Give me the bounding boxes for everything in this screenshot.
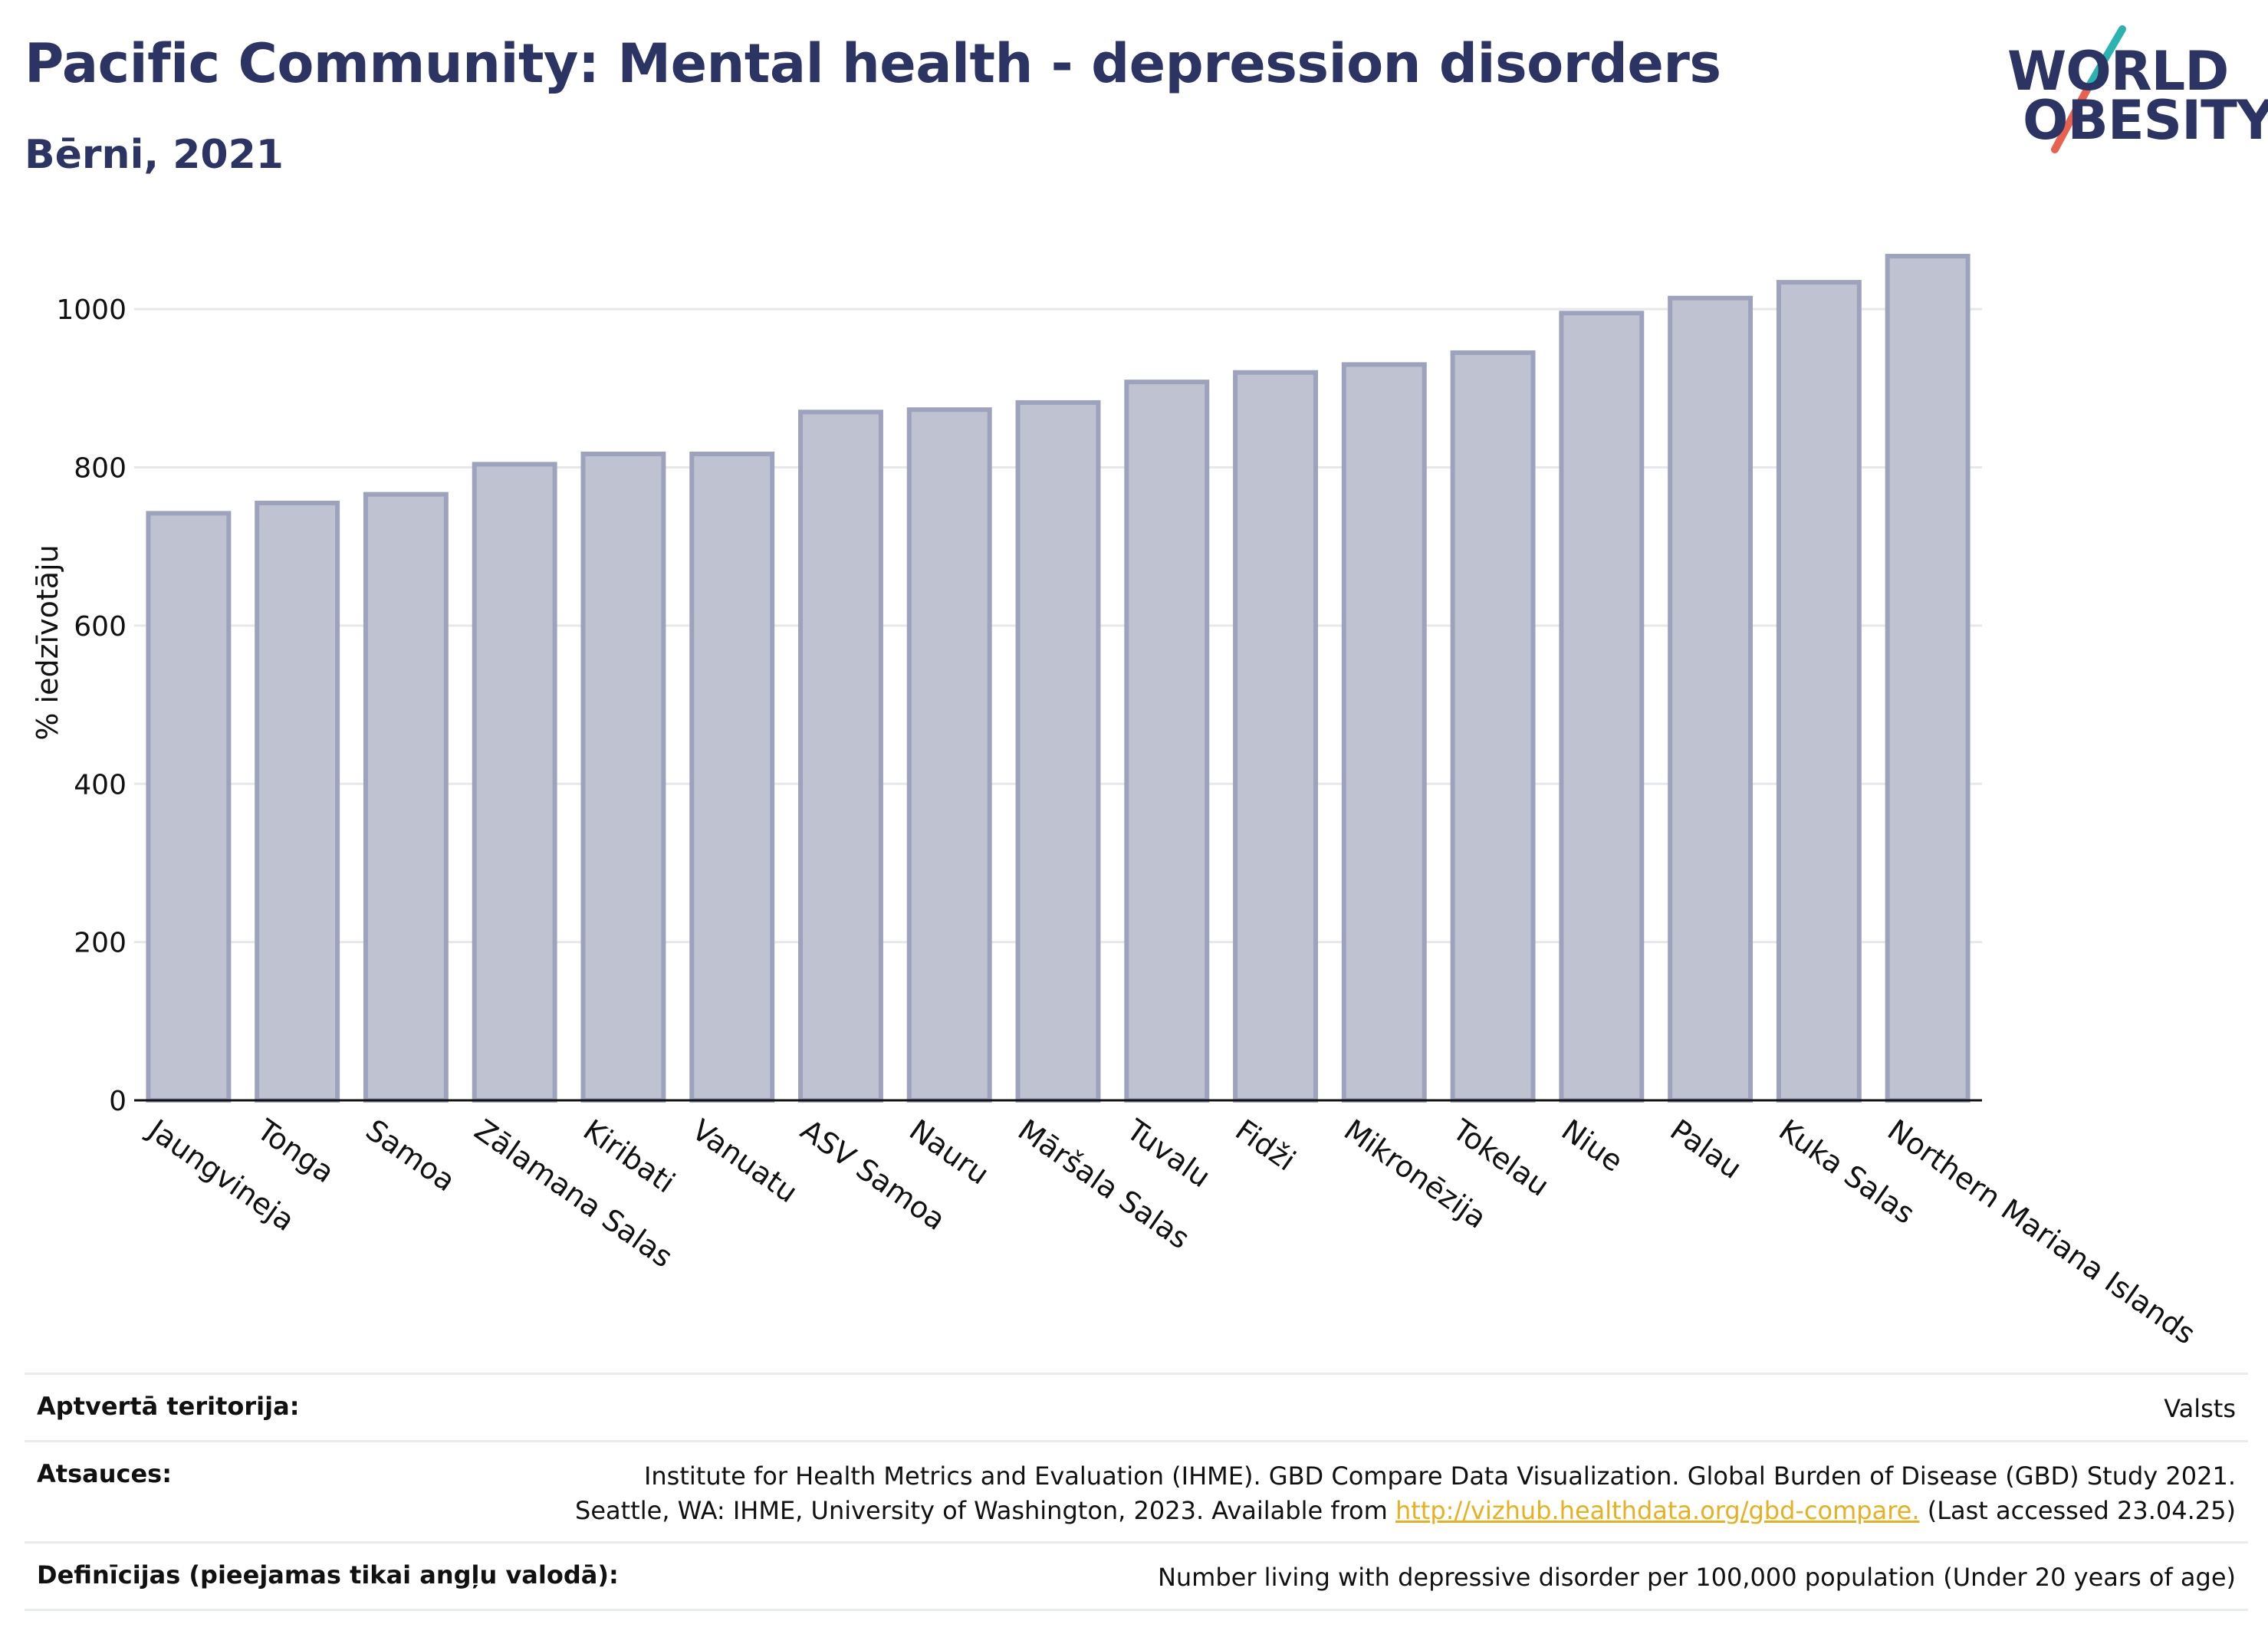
sources-line-1: Institute for Health Metrics and Evaluat… [643, 1461, 2236, 1491]
bar [1124, 380, 1210, 1103]
bar [906, 407, 992, 1103]
definitions-label: Definīcijas (pieejamas tikai angļu valod… [37, 1560, 619, 1590]
sources-accessed: (Last accessed 23.04.25) [1927, 1495, 2236, 1525]
bar [689, 452, 775, 1103]
bar [1776, 280, 1862, 1103]
sources-line-2: Seattle, WA: IHME, University of Washing… [575, 1495, 1388, 1525]
footer-row-coverage: Aptvertā teritorija: Valsts [25, 1373, 2248, 1440]
bar [1885, 254, 1971, 1103]
x-tick-label: Niue [1556, 1113, 1629, 1179]
bar [363, 492, 449, 1103]
sources-value: Institute for Health Metrics and Evaluat… [575, 1459, 2236, 1528]
bar [1668, 295, 1754, 1103]
y-tick-label: 600 [74, 611, 127, 643]
bar [1450, 350, 1536, 1103]
bar [1015, 399, 1101, 1103]
x-tick-label: Northern Mariana Islands [1882, 1113, 2201, 1351]
x-tick-label: Samoa [360, 1113, 462, 1198]
chart-title: Pacific Community: Mental health - depre… [25, 32, 1721, 95]
logo-slash-icon [2051, 25, 2126, 153]
chart-subtitle: Bērni, 2021 [25, 132, 284, 178]
y-tick-label: 1000 [56, 294, 127, 326]
bar [1559, 311, 1645, 1103]
bar [146, 511, 232, 1103]
definitions-value: Number living with depressive disorder p… [1157, 1563, 2236, 1593]
coverage-value: Valsts [2164, 1394, 2236, 1423]
logo-text-obesity: OBESITY [2023, 89, 2268, 152]
bar [580, 452, 666, 1103]
bar [798, 409, 883, 1103]
x-tick-label: Tonga [251, 1113, 340, 1190]
footer-table: Aptvertā teritorija: Valsts Atsauces: In… [25, 1373, 2248, 1612]
bars [146, 254, 1971, 1103]
y-tick-label: 800 [74, 453, 127, 485]
footer-row-sources: Atsauces: Institute for Health Metrics a… [25, 1439, 2248, 1542]
footer-row-definitions: Definīcijas (pieejamas tikai angļu valod… [25, 1541, 2248, 1612]
y-tick-label: 0 [109, 1086, 127, 1117]
x-tick-label: Fidži [1229, 1113, 1301, 1177]
bar [1341, 362, 1427, 1103]
y-axis-label: % iedzīvotāju [31, 544, 64, 740]
bar [472, 462, 557, 1103]
x-tick-label: Palau [1664, 1113, 1747, 1185]
x-tick-label: Vanuatu [686, 1113, 804, 1209]
sources-label: Atsauces: [37, 1458, 172, 1488]
bar [1233, 370, 1318, 1103]
bar [255, 500, 340, 1103]
sources-link[interactable]: http://vizhub.healthdata.org/gbd-compare… [1395, 1495, 1920, 1525]
logo-text-world: WORLD [2007, 40, 2229, 103]
y-tick-label: 200 [74, 928, 127, 959]
x-tick-label: Tuvalu [1120, 1113, 1217, 1195]
coverage-label: Aptvertā teritorija: [37, 1392, 300, 1421]
world-obesity-logo: WORLD OBESITY [2007, 23, 2268, 161]
x-tick-label: Zālamana Salas [468, 1113, 679, 1274]
x-tick-label: Nauru [903, 1113, 995, 1191]
y-tick-label: 400 [74, 769, 127, 801]
